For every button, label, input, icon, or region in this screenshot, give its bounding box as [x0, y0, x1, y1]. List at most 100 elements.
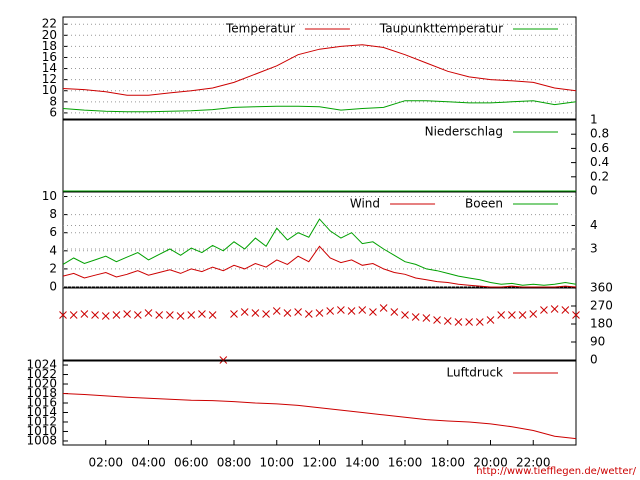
- y-tick-label: 4: [49, 243, 57, 257]
- series-line: [62, 100, 577, 113]
- scatter-point: [529, 310, 538, 318]
- y-tick-label: 6: [49, 105, 57, 119]
- y-tick-label: 270: [590, 299, 613, 313]
- y-tick-label: 10: [42, 189, 57, 203]
- series-line: [62, 218, 577, 286]
- scatter-point: [283, 309, 292, 317]
- scatter-point: [401, 311, 409, 319]
- scatter-point: [508, 311, 516, 319]
- scatter-point: [80, 310, 89, 318]
- scatter-point: [176, 312, 185, 320]
- scatter-point: [379, 304, 388, 312]
- scatter-point: [443, 317, 452, 325]
- scatter-point: [347, 307, 356, 315]
- y-tick-label: 8: [49, 94, 57, 108]
- y-tick-label: 1: [590, 113, 598, 127]
- scatter-point: [572, 311, 580, 319]
- x-tick-label: 12:00: [302, 456, 337, 470]
- y-tick-label: 180: [590, 317, 613, 331]
- y-tick-label: 14: [42, 61, 57, 75]
- scatter-point: [561, 306, 570, 314]
- x-tick-label: 18:00: [430, 456, 465, 470]
- scatter-point: [230, 310, 238, 318]
- y-tick-label: 1024: [26, 358, 57, 372]
- y-tick-label: 1016: [26, 396, 57, 410]
- x-tick-label: 20:00: [473, 456, 508, 470]
- y-tick-label: 0.8: [590, 127, 609, 141]
- y-tick-label: 0: [590, 353, 598, 367]
- series-line: [62, 245, 577, 288]
- scatter-point: [390, 308, 399, 316]
- scatter-point: [166, 311, 174, 319]
- y-tick-label: 22: [42, 17, 57, 31]
- y-tick-label: 16: [42, 50, 57, 64]
- y-tick-label: 1014: [26, 405, 57, 419]
- scatter-point: [272, 307, 281, 315]
- y-tick-label: 4: [590, 218, 598, 232]
- scatter-point: [454, 318, 463, 326]
- x-tick-label: 22:00: [516, 456, 551, 470]
- x-tick-label: 10:00: [259, 456, 294, 470]
- y-tick-label: 0: [49, 280, 57, 294]
- y-tick-label: 0.6: [590, 141, 609, 155]
- panel-frame: [62, 287, 577, 361]
- scatter-point: [155, 311, 164, 319]
- footer-link: http://www.tiefflegen.de/wetter/: [476, 466, 636, 477]
- legend-label: Temperatur: [225, 22, 295, 36]
- y-tick-label: 12: [42, 72, 57, 86]
- legend-label: Luftdruck: [446, 366, 503, 380]
- x-tick-label: 14:00: [345, 456, 380, 470]
- scatter-point: [475, 318, 484, 326]
- series-line: [62, 44, 577, 96]
- scatter-point: [540, 306, 548, 314]
- x-tick-label: 06:00: [174, 456, 209, 470]
- scatter-point: [240, 308, 249, 316]
- y-tick-label: 1018: [26, 386, 57, 400]
- scatter-point: [69, 311, 78, 319]
- y-tick-label: 20: [42, 28, 57, 42]
- x-tick-label: 02:00: [88, 456, 123, 470]
- scatter-point: [219, 356, 228, 364]
- y-tick-label: 6: [49, 225, 57, 239]
- scatter-point: [198, 310, 206, 318]
- scatter-point: [91, 311, 99, 319]
- scatter-point: [304, 310, 313, 318]
- scatter-point: [326, 307, 335, 315]
- scatter-point: [262, 310, 270, 318]
- scatter-point: [294, 308, 302, 316]
- scatter-point: [369, 308, 377, 316]
- scatter-point: [486, 316, 495, 324]
- y-tick-label: 1022: [26, 367, 57, 381]
- legend-label: Niederschlag: [425, 125, 503, 139]
- y-tick-label: 1012: [26, 414, 57, 428]
- scatter-point: [550, 305, 559, 313]
- y-tick-label: 8: [49, 207, 57, 221]
- y-tick-label: 1008: [26, 433, 57, 447]
- series-line: [62, 393, 577, 440]
- scatter-point: [411, 313, 420, 321]
- x-tick-label: 04:00: [131, 456, 166, 470]
- scatter-point: [101, 312, 110, 320]
- y-tick-label: 360: [590, 281, 613, 295]
- y-tick-label: 18: [42, 39, 57, 53]
- y-tick-label: 0.4: [590, 155, 609, 169]
- scatter-point: [465, 318, 473, 326]
- scatter-point: [497, 311, 506, 319]
- scatter-point: [358, 306, 367, 314]
- scatter-point: [518, 311, 527, 319]
- scatter-point: [433, 316, 441, 324]
- scatter-point: [251, 309, 260, 317]
- scatter-point: [133, 311, 142, 319]
- x-tick-label: 16:00: [388, 456, 423, 470]
- y-tick-label: 0.2: [590, 169, 609, 183]
- scatter-point: [187, 311, 196, 319]
- scatter-point: [315, 309, 324, 317]
- scatter-point: [422, 314, 431, 322]
- scatter-point: [337, 306, 345, 314]
- scatter-point: [112, 311, 121, 319]
- legend-label: Boeen: [465, 197, 503, 211]
- y-tick-label: 0: [590, 184, 598, 198]
- scatter-point: [144, 309, 153, 317]
- panel-frame: [62, 16, 577, 120]
